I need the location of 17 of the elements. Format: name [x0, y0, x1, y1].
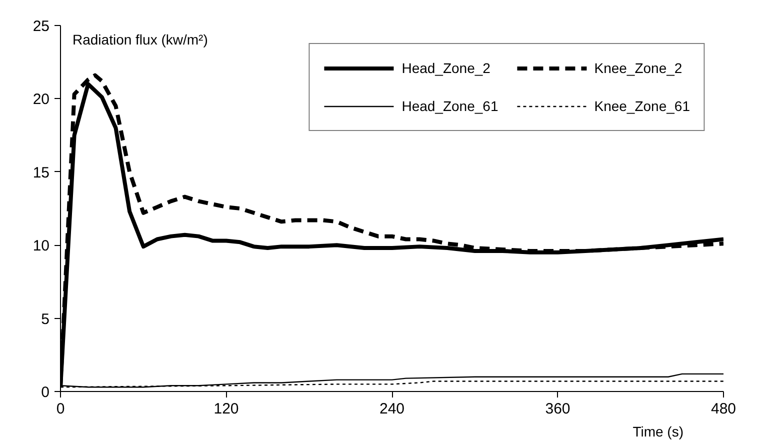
legend-label: Knee_Zone_61 [594, 98, 690, 114]
x-tick-label: 120 [214, 400, 239, 418]
y-tick-label: 25 [32, 18, 50, 35]
y-tick-label: 10 [32, 238, 50, 255]
legend-label: Knee_Zone_2 [594, 60, 682, 76]
x-tick-label: 240 [379, 400, 405, 418]
x-axis-title: Time (s) [632, 424, 684, 440]
x-tick-label: 480 [710, 400, 736, 418]
y-axis-title: Radiation flux (kw/m²) [72, 32, 208, 48]
legend-label: Head_Zone_61 [402, 98, 498, 114]
legend-label: Head_Zone_2 [402, 60, 490, 76]
y-tick-label: 5 [41, 310, 50, 328]
y-tick-label: 0 [41, 384, 50, 401]
y-tick-label: 20 [32, 91, 50, 108]
y-tick-label: 15 [32, 164, 50, 182]
x-tick-label: 360 [545, 400, 570, 418]
x-tick-label: 0 [56, 400, 65, 418]
